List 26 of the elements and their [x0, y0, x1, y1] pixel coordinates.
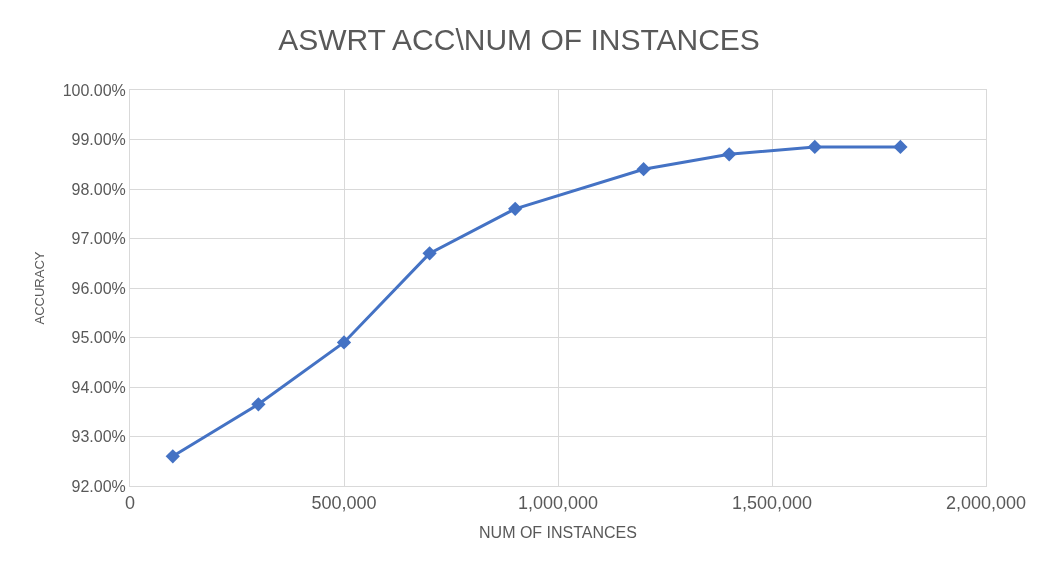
point: [508, 201, 523, 216]
y-tick-label: 94.00%: [71, 378, 126, 396]
x-tick-label: 1,000,000: [517, 492, 599, 513]
y-tick-label: 97.00%: [71, 230, 126, 248]
y-tick-label: 100.00%: [62, 81, 126, 99]
chart-title: ASWRT ACC\NUM OF INSTANCES: [278, 22, 760, 56]
x-tick-label: 0: [124, 492, 136, 513]
x-tick-label: 1,500,000: [731, 492, 813, 513]
y-tick-label: 93.00%: [71, 428, 126, 446]
x-tick-label: 2,000,000: [945, 492, 1027, 513]
y-tick-label: 99.00%: [71, 131, 126, 149]
point: [251, 397, 266, 412]
point: [722, 147, 737, 162]
y-tick-label: 98.00%: [71, 180, 126, 198]
point: [893, 139, 908, 155]
point: [422, 246, 437, 261]
y-axis-title: ACCURACY: [31, 251, 47, 325]
point: [165, 449, 180, 464]
y-tick-label: 92.00%: [71, 477, 126, 495]
y-tick-label: 95.00%: [71, 329, 126, 347]
point: [807, 139, 822, 155]
x-tick-label: 500,000: [311, 492, 377, 513]
y-tick-label: 96.00%: [71, 279, 126, 297]
point: [336, 335, 352, 350]
x-axis-title: NUM OF INSTANCES: [479, 524, 637, 542]
point: [636, 162, 651, 177]
